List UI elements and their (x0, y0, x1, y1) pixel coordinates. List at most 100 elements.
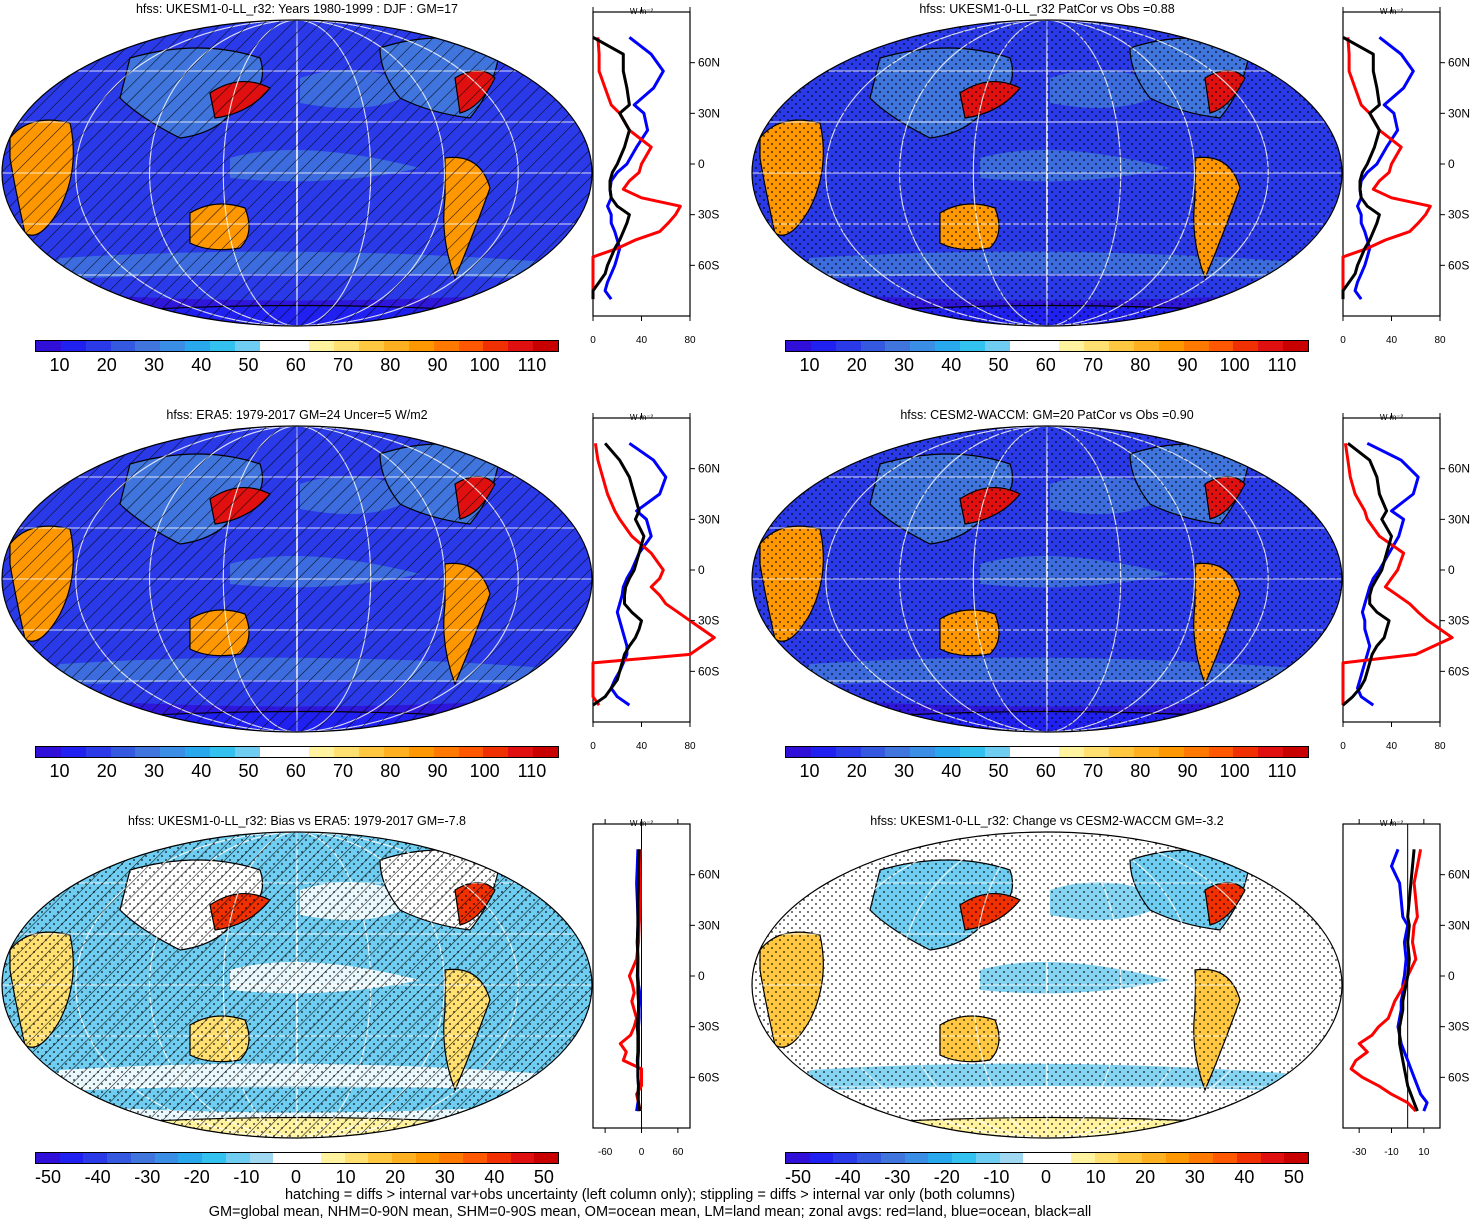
colorbar-swatch (234, 747, 260, 757)
zonal-series-line (1341, 35, 1381, 300)
colorbar-tick-label: 20 (96, 355, 117, 375)
colorbar-swatch (1034, 747, 1060, 757)
colorbar-swatch (154, 1153, 179, 1163)
colorbar-swatch (334, 341, 360, 351)
map-title: hfss: ERA5: 1979-2017 GM=24 Uncer=5 W/m2 (166, 408, 428, 422)
colorbar-swatch (359, 341, 385, 351)
colorbar-tick-label: 30 (1184, 1167, 1205, 1187)
colorbar-swatch (1094, 1153, 1119, 1163)
colorbar-tick-label: 40 (191, 355, 212, 375)
colorbar-swatch (935, 747, 961, 757)
continent-arctic (839, 833, 901, 854)
colorbar-swatch (1208, 341, 1234, 351)
colorbar-swatch (486, 1153, 511, 1163)
zonal-ytick-label: 60S (698, 258, 719, 272)
zonal-ytick-label: 60N (1448, 462, 1470, 476)
zonal-series-line (1349, 849, 1423, 1113)
colorbar-tick-label: 30 (144, 761, 165, 781)
colorbar-swatch (458, 341, 484, 351)
colorbar-tick-label: -50 (785, 1167, 812, 1187)
colorbar-tick-label: 10 (49, 355, 70, 375)
colorbar-swatch (110, 747, 136, 757)
colorbar-tick-label: 20 (846, 761, 867, 781)
colorbar-swatch (960, 747, 985, 757)
colorbar-tick-label: 10 (1085, 1167, 1106, 1187)
colorbar-swatch (1084, 747, 1110, 757)
colorbar-tick-label: 40 (941, 761, 962, 781)
colorbar-swatch (1047, 1153, 1071, 1163)
colorbar-tick-label: -30 (884, 1167, 911, 1187)
zonal-xtick-label: 0 (1340, 335, 1346, 346)
colorbar-swatch (984, 341, 1010, 351)
colorbar-tick-label: -40 (834, 1167, 861, 1187)
colorbar-tick-label: 0 (1040, 1167, 1052, 1187)
colorbar-swatch (1070, 1153, 1095, 1163)
colorbar-swatch (810, 341, 836, 351)
map-title: hfss: UKESM1-0-LL_r32: Years 1980-1999 :… (135, 2, 459, 16)
colorbar-swatch (1258, 341, 1284, 351)
continent-arctic (89, 427, 151, 448)
colorbar-swatch (533, 341, 559, 351)
world-map (751, 19, 1343, 327)
footer-line-1: hatching = diffs > internal var+obs unce… (284, 1187, 1016, 1203)
colorbar-swatch (273, 1153, 298, 1163)
colorbar-swatch (1165, 1153, 1190, 1163)
zonal-ytick-label: 30S (1448, 1020, 1469, 1034)
colorbar-swatch (110, 341, 136, 351)
colorbar-swatch (786, 1153, 810, 1163)
colorbar-swatch (210, 341, 235, 351)
colorbar-swatch (415, 1153, 440, 1163)
colorbar-swatch (1183, 341, 1209, 351)
colorbar-swatch (85, 747, 111, 757)
colorbar-tick-label: 20 (1135, 1167, 1156, 1187)
zonal-xtick-label: -10 (1384, 1147, 1399, 1158)
colorbar-swatch (1158, 747, 1184, 757)
world-map (751, 831, 1343, 1139)
map-title: hfss: UKESM1-0-LL_r32 PatCor vs Obs =0.8… (919, 2, 1175, 16)
continent-arctic (839, 427, 901, 448)
zonal-ytick-label: 60N (698, 462, 720, 476)
zonal-ytick-label: 30N (1448, 512, 1470, 526)
zonal-frame (592, 417, 691, 723)
colorbar-swatch (1009, 747, 1035, 757)
colorbar-swatch (910, 341, 936, 351)
colorbar-tick-label: 80 (1130, 355, 1151, 375)
colorbar (35, 746, 559, 758)
colorbar-swatch (1183, 747, 1209, 757)
colorbar-swatch (1158, 341, 1184, 351)
zonal-units-label: W m⁻² (630, 819, 654, 828)
colorbar-swatch (160, 747, 186, 757)
colorbar-tick-label: 30 (434, 1167, 455, 1187)
colorbar-tick-label: 90 (427, 355, 448, 375)
colorbar-swatch (1059, 747, 1085, 757)
colorbar-swatch (860, 747, 886, 757)
colorbar-swatch (1233, 341, 1259, 351)
zonal-ytick-label: 60S (698, 1070, 719, 1084)
colorbar-swatch (284, 341, 310, 351)
colorbar-swatch (1284, 1153, 1309, 1163)
colorbar-tick-label: -20 (933, 1167, 960, 1187)
zonal-ytick-label: 60S (1448, 1070, 1469, 1084)
zonal-mean-plot: 60N 30N 0 30S 60S 0 40 80 W m⁻² (1340, 413, 1470, 752)
colorbar-swatch (368, 1153, 393, 1163)
zonal-ytick-label: 0 (698, 563, 705, 577)
zonal-xtick-label: 80 (1434, 741, 1446, 752)
colorbar-tick-label: 80 (1130, 761, 1151, 781)
zonal-ytick-label: 60N (698, 56, 720, 70)
zonal-ytick-label: 60N (1448, 56, 1470, 70)
colorbar-swatch (259, 747, 285, 757)
map-outline (1, 831, 593, 1139)
colorbar-swatch (320, 1153, 345, 1163)
colorbar-swatch (935, 341, 961, 351)
colorbar-swatch (344, 1153, 369, 1163)
zonal-series-line (1398, 849, 1419, 1112)
zonal-ytick-label: 60S (698, 664, 719, 678)
colorbar-swatch (178, 1153, 203, 1163)
colorbar-tick-label: 100 (469, 761, 500, 781)
colorbar-tick-label: 90 (1177, 355, 1198, 375)
zonal-series-line (592, 442, 646, 707)
colorbar-tick-label: 40 (1234, 1167, 1255, 1187)
colorbar-labels: -50 -40 -30 -20 -10 0 10 20 30 40 50 (785, 1167, 1307, 1189)
zonal-xtick-label: -30 (1352, 1147, 1367, 1158)
colorbar-swatch (1142, 1153, 1166, 1163)
